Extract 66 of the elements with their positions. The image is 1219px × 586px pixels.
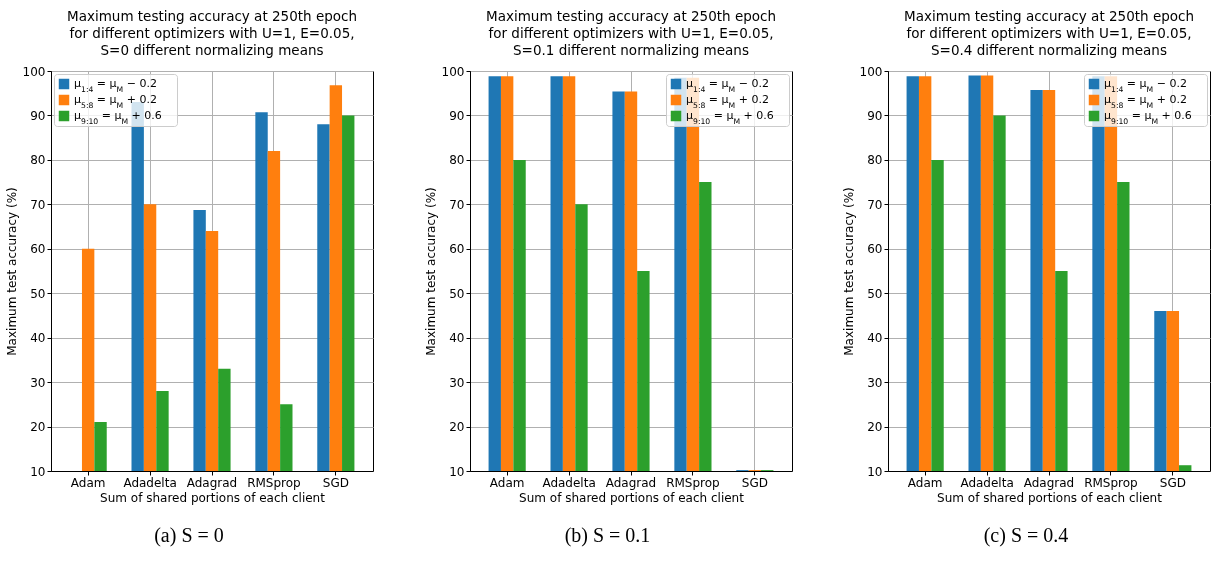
y-tick-label: 40 bbox=[867, 331, 883, 346]
legend-label: μ$_{9:10}$ = μ$_{M}$ + 0.6 bbox=[685, 109, 774, 126]
legend-label: μ$_{1:4}$ = μ$_{M}$ − 0.2 bbox=[74, 77, 157, 94]
y-tick-label: 90 bbox=[867, 108, 883, 123]
y-tick-label: 80 bbox=[867, 153, 883, 168]
y-tick-label: 70 bbox=[867, 197, 883, 212]
x-tick-label: RMSprop bbox=[665, 475, 720, 490]
x-tick-label: Adagrad bbox=[605, 475, 656, 490]
x-tick-label: SGD bbox=[741, 475, 768, 490]
legend-label: μ$_{5:8}$ = μ$_{M}$ + 0.2 bbox=[1104, 93, 1187, 110]
x-axis-title: Sum of shared portions of each client bbox=[518, 490, 744, 505]
y-tick-label: 80 bbox=[30, 153, 46, 168]
y-tick-label: 100 bbox=[859, 64, 883, 79]
y-tick-label: 60 bbox=[448, 242, 464, 257]
x-tick-label: RMSprop bbox=[247, 475, 301, 490]
y-tick-label: 20 bbox=[30, 420, 46, 435]
y-tick-label: 80 bbox=[448, 153, 464, 168]
legend-label: μ$_{1:4}$ = μ$_{M}$ − 0.2 bbox=[1104, 77, 1187, 94]
y-tick-label: 30 bbox=[30, 375, 46, 390]
y-tick-label: 50 bbox=[30, 286, 46, 301]
y-tick-label: 60 bbox=[30, 242, 46, 257]
x-tick-label: Adam bbox=[489, 475, 524, 490]
y-tick-label: 70 bbox=[448, 197, 464, 212]
x-tick-label: Adam bbox=[70, 475, 106, 490]
y-tick-label: 20 bbox=[867, 420, 883, 435]
y-tick-label: 40 bbox=[448, 331, 464, 346]
y-tick-label: 10 bbox=[448, 464, 464, 479]
y-tick-label: 50 bbox=[867, 286, 883, 301]
y-tick-label: 50 bbox=[448, 286, 464, 301]
text: (a) S = 0 bbox=[154, 524, 224, 547]
x-tick-label: Adadelta bbox=[960, 475, 1014, 490]
y-tick-label: 40 bbox=[30, 331, 46, 346]
legend-label: μ$_{1:4}$ = μ$_{M}$ − 0.2 bbox=[685, 77, 769, 94]
text: (b) S = 0.1 bbox=[564, 524, 651, 547]
y-tick-label: 10 bbox=[30, 464, 46, 479]
y-axis-title: Maximum test accuracy (%) bbox=[423, 187, 438, 356]
x-tick-label: SGD bbox=[322, 475, 349, 490]
legend-label: μ$_{9:10}$ = μ$_{M}$ + 0.6 bbox=[74, 109, 162, 126]
chart-title: Maximum testing accuracy at 250th epoch for different optimizers with U=1, E=0.05, S=0.1 different normalizing means bbox=[485, 7, 776, 58]
y-axis-title: Maximum test accuracy (%) bbox=[841, 187, 856, 356]
y-axis-title: Maximum test accuracy (%) bbox=[4, 187, 19, 356]
x-tick-label: Adagrad bbox=[1023, 475, 1075, 490]
y-tick-label: 100 bbox=[441, 64, 464, 79]
x-tick-label: Adam bbox=[907, 475, 943, 490]
legend-label: μ$_{5:8}$ = μ$_{M}$ + 0.2 bbox=[685, 93, 769, 110]
y-tick-label: 100 bbox=[22, 64, 46, 79]
x-axis-title: Sum of shared portions of each client bbox=[937, 490, 1163, 505]
x-tick-label: RMSprop bbox=[1084, 475, 1138, 490]
y-tick-label: 30 bbox=[448, 375, 464, 390]
y-tick-label: 10 bbox=[867, 464, 883, 479]
y-tick-label: 90 bbox=[448, 108, 464, 123]
chart-title: Maximum testing accuracy at 250th epoch for different optimizers with U=1, E=0.05, S=0.4 different normalizing means bbox=[904, 7, 1194, 58]
x-axis-title: Sum of shared portions of each client bbox=[100, 490, 326, 505]
legend-label: μ$_{9:10}$ = μ$_{M}$ + 0.6 bbox=[1104, 109, 1192, 126]
chart-title: Maximum testing accuracy at 250th epoch for different optimizers with U=1, E=0.05, S=0 different normalizing means bbox=[67, 7, 357, 58]
x-tick-label: Adagrad bbox=[186, 475, 238, 490]
y-tick-label: 60 bbox=[867, 242, 883, 257]
y-tick-label: 30 bbox=[867, 375, 883, 390]
x-tick-label: Adadelta bbox=[541, 475, 596, 490]
x-tick-label: Adadelta bbox=[123, 475, 177, 490]
text: (c) S = 0.4 bbox=[983, 524, 1069, 547]
x-tick-label: SGD bbox=[1159, 475, 1186, 490]
y-tick-label: 70 bbox=[30, 197, 46, 212]
y-tick-label: 90 bbox=[30, 108, 46, 123]
legend-label: μ$_{5:8}$ = μ$_{M}$ + 0.2 bbox=[74, 93, 157, 110]
y-tick-label: 20 bbox=[448, 420, 464, 435]
